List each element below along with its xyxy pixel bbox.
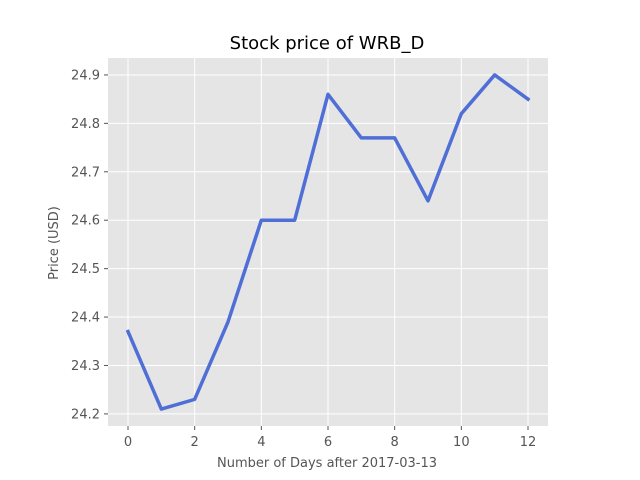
x-tick-label: 12 [520,435,537,450]
y-axis-label: Price (USD) [47,206,62,280]
y-tick-label: 24.8 [71,117,100,132]
x-tick-label: 4 [257,435,265,450]
series-line [125,73,531,411]
x-tick-label: 6 [324,435,332,450]
x-tick-label: 0 [124,435,132,450]
grid-lines [108,58,548,426]
x-tick-label: 8 [391,435,399,450]
y-axis-ticks: 24.2 24.3 24.4 24.5 24.6 24.7 24.8 24.9 [71,68,108,422]
y-tick-label: 24.7 [71,165,100,180]
y-tick-label: 24.5 [71,262,100,277]
x-tick-label: 10 [453,435,470,450]
chart-title: Stock price of WRB_D [230,33,425,54]
y-tick-label: 24.4 [71,311,100,326]
series-layer [125,73,531,411]
x-axis-ticks: 0 2 4 6 8 10 12 [124,426,536,450]
y-tick-label: 24.2 [71,407,100,422]
y-tick-label: 24.6 [71,214,100,229]
y-tick-label: 24.9 [71,68,100,83]
x-axis-label: Number of Days after 2017-03-13 [217,456,437,471]
x-tick-label: 2 [191,435,199,450]
y-tick-label: 24.3 [71,359,100,374]
